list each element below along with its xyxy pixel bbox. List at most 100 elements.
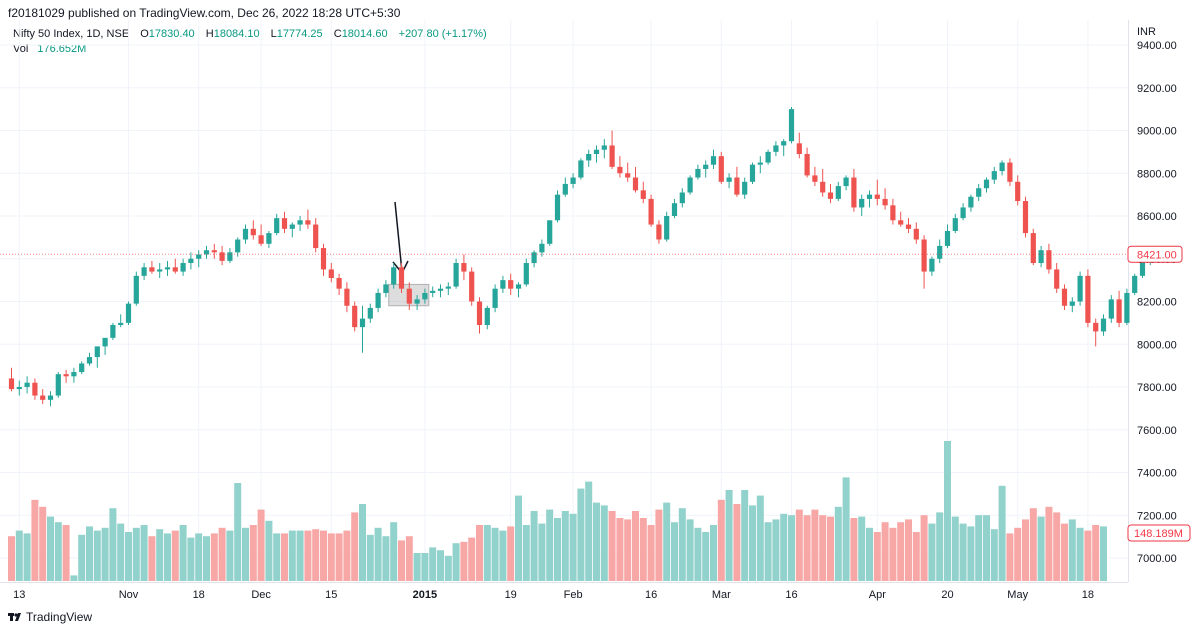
high-value: 18084.10 <box>213 28 260 40</box>
candle-body <box>320 248 327 270</box>
volume-bar <box>975 515 983 581</box>
volume-bar <box>546 509 554 581</box>
volume-bar <box>226 530 234 581</box>
volume-bar <box>296 530 304 581</box>
candle-body <box>1077 275 1083 302</box>
volume-bar <box>1014 527 1022 581</box>
candle-body <box>94 346 100 358</box>
candle-body <box>281 218 288 229</box>
candle-body <box>859 198 865 208</box>
volume-bar <box>694 527 702 581</box>
volume-bar <box>671 522 678 581</box>
price-tick-label: 8200.00 <box>1137 297 1177 309</box>
volume-bar <box>444 555 452 581</box>
candle-body <box>227 252 233 261</box>
volume-bar <box>639 518 647 581</box>
volume-bar <box>577 488 585 581</box>
volume-bar <box>530 511 538 581</box>
volume-bar <box>1022 519 1029 581</box>
candle-body <box>24 382 30 387</box>
candle-body <box>359 318 366 328</box>
volume-bar <box>140 525 148 581</box>
candle-body <box>905 224 912 229</box>
candle-body <box>827 192 834 199</box>
volume-bar <box>70 575 78 581</box>
volume-bar <box>795 509 803 581</box>
candle-body <box>1015 181 1021 202</box>
volume-bar <box>951 516 959 581</box>
candle-body <box>398 267 405 289</box>
candle-body <box>640 190 646 199</box>
candle-body <box>71 372 77 377</box>
volume-bar <box>171 530 179 581</box>
volume-bar <box>905 519 912 581</box>
candle-body <box>133 275 139 304</box>
candle-body <box>367 307 373 319</box>
volume-bar <box>1076 527 1084 581</box>
volume-bar <box>398 540 405 581</box>
volume-bar <box>374 527 382 581</box>
candle-body <box>656 224 662 240</box>
candle-body <box>1124 292 1130 323</box>
tradingview-logo-icon <box>8 613 21 621</box>
candle-body <box>461 263 467 272</box>
volume-bar <box>47 516 54 581</box>
currency-label: INR <box>1137 26 1156 38</box>
volume-bar <box>538 523 546 581</box>
candle-body <box>1038 250 1044 264</box>
volume-legend: Vol 176.652M <box>13 43 86 55</box>
volume-bar <box>86 526 93 581</box>
candle-body <box>1061 288 1068 306</box>
candle-body <box>102 337 108 347</box>
volume-bar <box>117 523 125 581</box>
candle-body <box>125 303 132 323</box>
candle-body <box>16 387 22 390</box>
candle-body <box>960 207 966 219</box>
volume-bar <box>788 515 795 581</box>
time-tick-label: May <box>1007 589 1028 601</box>
volume-bar <box>608 511 616 581</box>
price-tick-label: 8800.00 <box>1137 168 1177 180</box>
candle-body <box>804 154 810 176</box>
volume-bar <box>1061 523 1068 581</box>
volume-bar <box>148 536 156 581</box>
candle-body <box>617 166 623 174</box>
candle-body <box>1139 260 1146 276</box>
volume-label[interactable]: Vol <box>13 43 29 55</box>
candle-body <box>188 258 194 264</box>
volume-bar <box>741 490 749 581</box>
volume-bar <box>1084 530 1092 581</box>
candle-body <box>937 245 943 259</box>
volume-bar <box>499 530 507 581</box>
last-price-tag <box>1127 245 1183 263</box>
candle-body <box>710 156 717 165</box>
symbol-label[interactable]: Nifty 50 Index, 1D, NSE <box>13 28 130 40</box>
price-tick-label: 7200.00 <box>1137 510 1177 522</box>
candle-body <box>1030 233 1036 264</box>
time-tick-label: 16 <box>785 589 797 601</box>
candle-body <box>734 177 740 195</box>
volume-bar <box>522 525 530 581</box>
candle-body <box>1022 201 1029 234</box>
volume-bar <box>756 495 764 581</box>
high-label: H <box>205 28 214 40</box>
candle-body <box>1116 299 1122 323</box>
candle-body <box>328 269 334 278</box>
volume-bar <box>203 536 210 581</box>
candle-body <box>375 292 381 308</box>
candle-body <box>445 286 451 289</box>
brand-name[interactable]: TradingView <box>26 610 93 624</box>
volume-bar <box>366 534 374 581</box>
candle-body <box>812 175 818 182</box>
volume-bar <box>210 533 218 581</box>
volume-bar <box>647 525 655 581</box>
candle-body <box>999 162 1005 172</box>
volume-bar <box>413 553 421 581</box>
candle-body <box>422 292 428 300</box>
annotation-arrow-line <box>394 201 403 273</box>
candle-body <box>149 267 155 272</box>
volume-bar <box>561 511 569 581</box>
candle-body <box>344 288 350 306</box>
last-volume-value: 148.189M <box>1134 528 1183 540</box>
